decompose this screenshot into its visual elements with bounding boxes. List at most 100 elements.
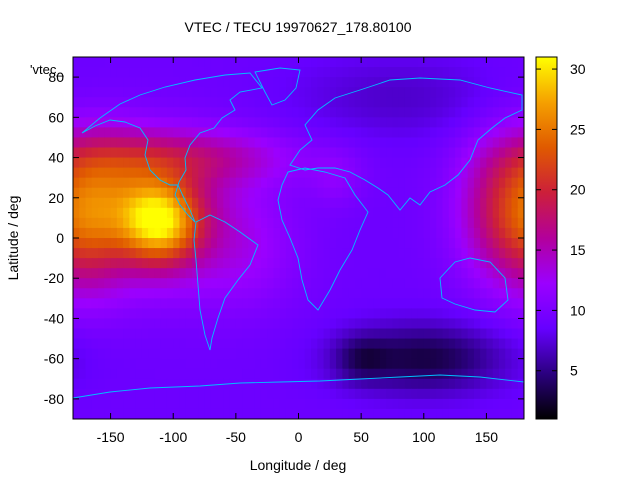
- heatmap-cell: [455, 67, 462, 78]
- heatmap-cell: [492, 167, 500, 179]
- heatmap-cell: [235, 207, 243, 219]
- heatmap-cell: [292, 268, 300, 279]
- heatmap-cell: [386, 338, 394, 350]
- heatmap-cell: [298, 368, 306, 380]
- heatmap-cell: [329, 388, 337, 400]
- heatmap-cell: [411, 217, 419, 229]
- heatmap-cell: [348, 67, 356, 78]
- heatmap-cell: [129, 77, 137, 88]
- heatmap-cell: [116, 217, 124, 229]
- heatmap-cell: [317, 258, 325, 269]
- heatmap-cell: [480, 167, 488, 179]
- heatmap-cell: [98, 167, 105, 179]
- heatmap-cell: [267, 227, 275, 239]
- heatmap-cell: [279, 238, 287, 249]
- heatmap-cell: [404, 278, 412, 289]
- heatmap-cell: [148, 177, 156, 189]
- heatmap-cell: [386, 117, 394, 128]
- heatmap-cell: [517, 278, 524, 289]
- heatmap-cell: [398, 318, 406, 330]
- heatmap-cell: [148, 388, 156, 400]
- heatmap-cell: [473, 107, 481, 118]
- heatmap-cell: [386, 408, 394, 419]
- heatmap-cell: [267, 278, 275, 289]
- heatmap-cell: [116, 97, 124, 108]
- heatmap-cell: [486, 147, 494, 159]
- heatmap-cell: [248, 318, 256, 330]
- heatmap-cell: [392, 97, 400, 108]
- heatmap-cell: [198, 268, 206, 279]
- heatmap-cell: [98, 398, 105, 410]
- heatmap-cell: [386, 57, 394, 68]
- heatmap-cell: [166, 388, 174, 400]
- heatmap-cell: [73, 388, 80, 400]
- heatmap-cell: [298, 147, 306, 159]
- heatmap-cell: [91, 248, 99, 259]
- heatmap-cell: [223, 278, 231, 289]
- heatmap-cell: [492, 408, 500, 419]
- heatmap-cell: [455, 378, 462, 390]
- heatmap-cell: [480, 318, 488, 330]
- heatmap-cell: [386, 348, 394, 360]
- heatmap-cell: [248, 67, 256, 78]
- heatmap-cell: [411, 398, 419, 410]
- heatmap-cell: [292, 97, 300, 108]
- heatmap-cell: [392, 227, 400, 239]
- heatmap-cell: [135, 268, 143, 279]
- heatmap-cell: [141, 107, 149, 118]
- heatmap-cell: [273, 278, 281, 289]
- heatmap-cell: [329, 318, 337, 330]
- heatmap-cell: [273, 268, 281, 279]
- heatmap-cell: [116, 318, 124, 330]
- heatmap-cell: [104, 388, 112, 400]
- heatmap-cell: [461, 268, 469, 279]
- heatmap-cell: [98, 258, 105, 269]
- heatmap-cell: [79, 348, 87, 360]
- heatmap-cell: [411, 147, 419, 159]
- heatmap-cell: [154, 318, 162, 330]
- heatmap-cell: [354, 318, 362, 330]
- heatmap-cell: [436, 268, 444, 279]
- heatmap-cell: [223, 238, 231, 249]
- y-tick-label: 60: [48, 109, 64, 125]
- heatmap-cell: [248, 278, 256, 289]
- heatmap-cell: [392, 398, 400, 410]
- heatmap-cell: [254, 227, 262, 239]
- heatmap-cell: [160, 308, 168, 320]
- heatmap-cell: [242, 348, 249, 360]
- heatmap-cell: [348, 137, 356, 149]
- heatmap-cell: [430, 268, 437, 279]
- heatmap-cell: [461, 77, 469, 88]
- heatmap-cell: [492, 318, 500, 330]
- heatmap-cell: [104, 298, 112, 309]
- heatmap-cell: [154, 268, 162, 279]
- heatmap-cell: [267, 348, 275, 360]
- heatmap-cell: [517, 368, 524, 380]
- heatmap-cell: [248, 207, 256, 219]
- heatmap-cell: [273, 298, 281, 309]
- heatmap-cell: [304, 57, 312, 68]
- heatmap-cell: [336, 157, 343, 169]
- heatmap-cell: [79, 358, 87, 370]
- heatmap-cell: [430, 207, 437, 219]
- heatmap-cell: [354, 177, 362, 189]
- heatmap-cell: [104, 187, 112, 199]
- heatmap-cell: [329, 358, 337, 370]
- heatmap-cell: [492, 358, 500, 370]
- heatmap-cell: [379, 157, 387, 169]
- heatmap-cell: [430, 57, 437, 68]
- heatmap-cell: [79, 298, 87, 309]
- heatmap-cell: [135, 358, 143, 370]
- heatmap-cell: [517, 157, 524, 169]
- heatmap-cell: [267, 167, 275, 179]
- x-tick-label: -150: [97, 429, 125, 445]
- heatmap-cell: [204, 107, 212, 118]
- heatmap-cell: [448, 227, 456, 239]
- heatmap-cell: [148, 107, 156, 118]
- coastline-antarctica: [73, 374, 524, 419]
- heatmap-cell: [135, 308, 143, 320]
- heatmap-cell: [348, 358, 356, 370]
- heatmap-cell: [367, 378, 375, 390]
- heatmap-cell: [154, 97, 162, 108]
- x-tick-label: 150: [475, 429, 499, 445]
